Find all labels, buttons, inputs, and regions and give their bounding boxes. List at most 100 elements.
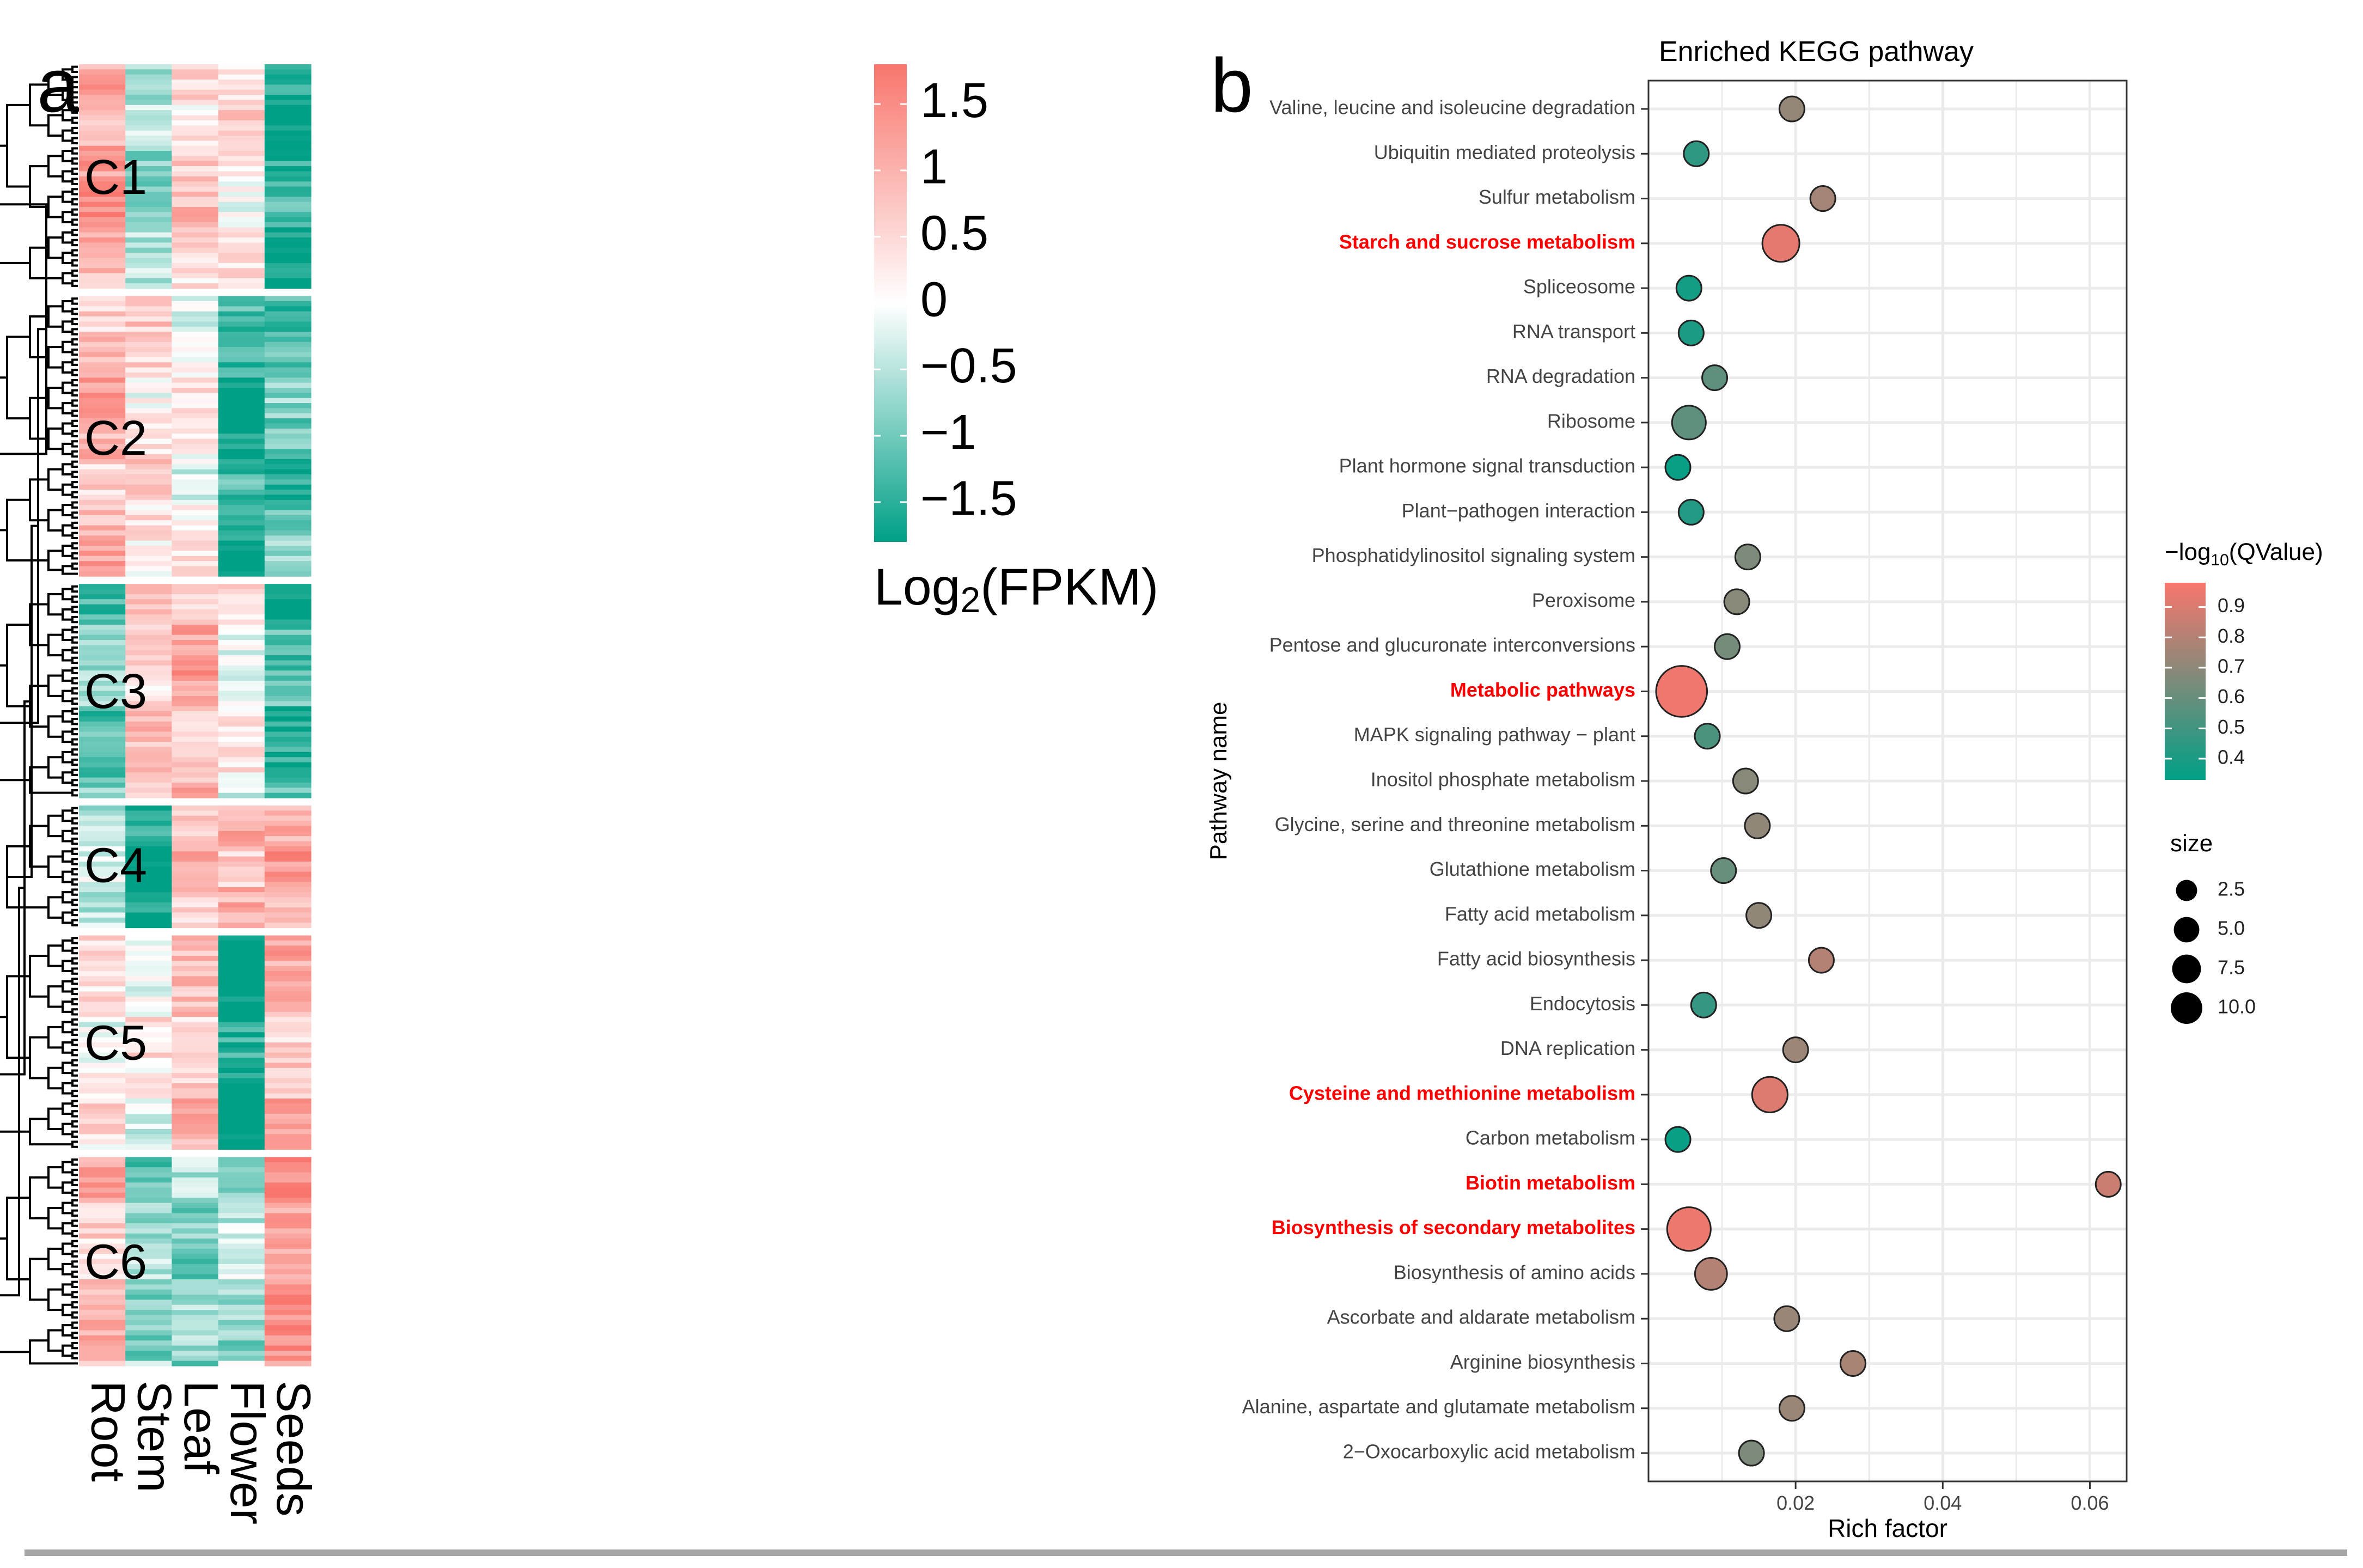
- heatmap-cell: [172, 731, 219, 737]
- heatmap-cell: [172, 316, 219, 322]
- pathway-point: [2095, 1170, 2122, 1198]
- heatmap-cell: [218, 206, 265, 212]
- heatmap-cell: [172, 1233, 219, 1239]
- heatmap-cell: [264, 961, 312, 967]
- heatmap-cell: [125, 166, 172, 172]
- heatmap-cell: [172, 515, 219, 521]
- heatmap-cell: [218, 1002, 265, 1008]
- cluster-label: C6: [84, 1235, 147, 1290]
- heatmap-cell: [172, 1177, 219, 1183]
- heatmap-cell: [125, 347, 172, 353]
- heatmap-cell: [218, 278, 265, 284]
- heatmap-cell: [125, 877, 172, 882]
- heatmap-cell: [264, 525, 312, 531]
- heatmap-cell: [125, 630, 172, 636]
- heatmap-cell: [172, 955, 219, 961]
- heatmap-cell: [218, 1129, 265, 1134]
- heatmap-cell: [79, 202, 126, 208]
- heatmap-cell: [125, 197, 172, 203]
- heatmap-cell: [218, 222, 265, 228]
- heatmap-cell: [79, 1279, 126, 1285]
- heatmap-cell: [264, 69, 312, 75]
- heatmap-cell: [218, 520, 265, 526]
- heatmap-cell: [79, 367, 126, 373]
- heatmap-cell: [218, 604, 265, 610]
- heatmap-cell: [172, 337, 219, 343]
- heatmap-cell: [218, 479, 265, 485]
- heatmap-cell: [218, 474, 265, 480]
- heatmap-cell: [264, 742, 312, 748]
- heatmap-cell: [172, 1264, 219, 1270]
- heatmap-cell: [218, 907, 265, 913]
- heatmap-cell: [264, 316, 312, 322]
- heatmap-cell: [172, 227, 219, 233]
- heatmap-cell: [172, 372, 219, 378]
- heatmap-cell: [79, 434, 126, 440]
- heatmap-cell: [264, 1027, 312, 1033]
- heatmap-cell: [218, 413, 265, 419]
- heatmap-cell: [264, 871, 312, 877]
- heatmap-cell: [79, 306, 126, 312]
- heatmap-cell: [79, 438, 126, 444]
- pathway-labels: Valine, leucine and isoleucine degradati…: [1242, 96, 1648, 1463]
- heatmap-cell: [79, 1157, 126, 1163]
- heatmap-cell: [218, 1078, 265, 1084]
- heatmap-cell: [264, 247, 312, 253]
- heatmap-cell: [264, 474, 312, 480]
- heatmap-cell: [218, 197, 265, 203]
- heatmap-cell: [172, 80, 219, 86]
- heatmap-cell: [264, 273, 312, 279]
- heatmap-cell: [264, 89, 312, 95]
- heatmap-cell: [125, 976, 172, 982]
- heatmap-cell: [264, 181, 312, 187]
- heatmap-cell: [172, 1325, 219, 1331]
- heatmap-cell: [79, 1088, 126, 1094]
- pathway-label: Biotin metabolism: [1466, 1172, 1635, 1194]
- heatmap-cell: [264, 495, 312, 501]
- heatmap-cell: [79, 490, 126, 496]
- heatmap-cell: [218, 377, 265, 383]
- heatmap-cell: [218, 767, 265, 773]
- heatmap-cell: [125, 991, 172, 997]
- heatmap-cell: [264, 459, 312, 465]
- heatmap-cell: [264, 278, 312, 284]
- heatmap-cell: [218, 176, 265, 182]
- heatmap-cell: [79, 624, 126, 630]
- heatmap-cell: [79, 515, 126, 521]
- heatmap-cell: [125, 418, 172, 424]
- heatmap-cell: [172, 1017, 219, 1023]
- heatmap-cell: [172, 630, 219, 636]
- heatmap-cell: [264, 584, 312, 590]
- heatmap-cell: [264, 283, 312, 289]
- heatmap-cell: [125, 691, 172, 697]
- heatmap-cell: [264, 727, 312, 733]
- heatmap-cell: [79, 171, 126, 177]
- heatmap-cell: [172, 846, 219, 852]
- pathway-point: [1738, 1439, 1765, 1467]
- heatmap-cell: [218, 792, 265, 798]
- heatmap-cell: [125, 788, 172, 794]
- heatmap-cell: [125, 1248, 172, 1254]
- heatmap-cell: [218, 408, 265, 414]
- heatmap-cell: [218, 630, 265, 636]
- heatmap-cell: [218, 1233, 265, 1239]
- heatmap-cell: [79, 464, 126, 470]
- heatmap-cell: [79, 105, 126, 111]
- heatmap-cell: [79, 1103, 126, 1109]
- heatmap-cell: [172, 1103, 219, 1109]
- heatmap-cell: [79, 1113, 126, 1119]
- heatmap-cell: [125, 1047, 172, 1053]
- heatmap-cell: [79, 125, 126, 131]
- heatmap-cell: [79, 454, 126, 460]
- heatmap-cell: [79, 1129, 126, 1134]
- heatmap-legend-tick-label: −0.5: [920, 339, 1017, 393]
- heatmap-cell: [218, 120, 265, 126]
- heatmap-cells: [79, 64, 312, 1366]
- heatmap-cell: [264, 670, 312, 676]
- heatmap-cell: [264, 846, 312, 852]
- heatmap-cell: [125, 772, 172, 778]
- heatmap-cell: [218, 655, 265, 661]
- heatmap-cell: [264, 403, 312, 409]
- heatmap-cell: [172, 675, 219, 681]
- heatmap-cell: [172, 423, 219, 429]
